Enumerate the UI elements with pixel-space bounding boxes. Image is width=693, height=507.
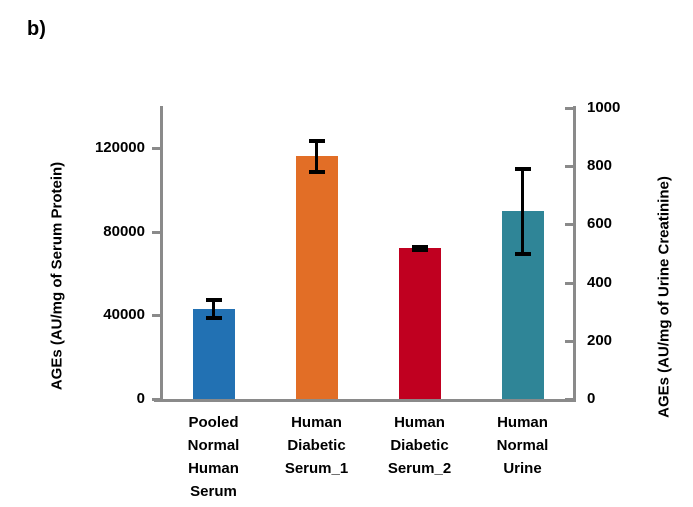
right-axis-tick-label: 200 [587,331,613,349]
right-axis-tick-label: 800 [587,157,613,175]
right-axis-tick [565,165,574,169]
left-axis-tick [152,146,161,150]
left-axis-spine [160,106,163,402]
left-axis-title: AGEs (AU/mg of Serum Protein) [48,161,66,391]
bar-pooled-normal-human-serum [192,309,235,399]
error-bar-cap-bottom [514,251,531,256]
error-bar-line [212,300,215,318]
category-label: Human Diabetic Serum_2 [387,414,452,477]
error-bar-line [521,169,524,254]
error-bar-cap-top [308,138,325,143]
right-axis-tick-label: 600 [587,215,613,233]
category-label: Human Diabetic Serum_1 [284,414,349,477]
error-bar-cap-bottom [308,169,325,174]
category-label: Human Normal Urine [496,414,549,477]
category-label: Pooled Normal Human Serum [187,414,240,500]
right-axis-tick-label: 400 [587,273,613,291]
left-axis-tick [152,230,161,234]
left-axis-tick-label: 120000 [94,138,145,156]
right-axis-tick [565,223,574,227]
left-axis-tick [152,398,161,401]
right-axis-tick [565,107,574,110]
right-axis-spine [573,106,576,402]
right-axis-title: AGEs (AU/mg of Urine Creatinine) [655,176,673,418]
right-axis-tick [565,281,574,285]
right-axis-tick-label: 1000 [587,99,621,116]
error-bar-cap-top [411,244,428,249]
bar-human-diabetic-serum-2 [398,248,441,399]
left-axis-tick-label: 80000 [103,222,145,240]
right-axis-tick [565,339,574,343]
error-bar-line [315,140,318,172]
left-axis-tick [152,314,161,318]
left-axis-tick-label: 0 [136,390,145,407]
error-bar-cap-bottom [411,247,428,252]
error-bar-cap-top [205,298,222,303]
left-axis-tick-label: 40000 [103,306,145,324]
x-axis-spine [154,399,576,402]
figure-label: b) [27,18,46,40]
error-bar-cap-bottom [205,315,222,320]
right-axis-tick [565,398,574,401]
bar-human-diabetic-serum-1 [295,156,338,399]
right-axis-tick-label: 0 [587,390,596,407]
error-bar-cap-top [514,167,531,172]
